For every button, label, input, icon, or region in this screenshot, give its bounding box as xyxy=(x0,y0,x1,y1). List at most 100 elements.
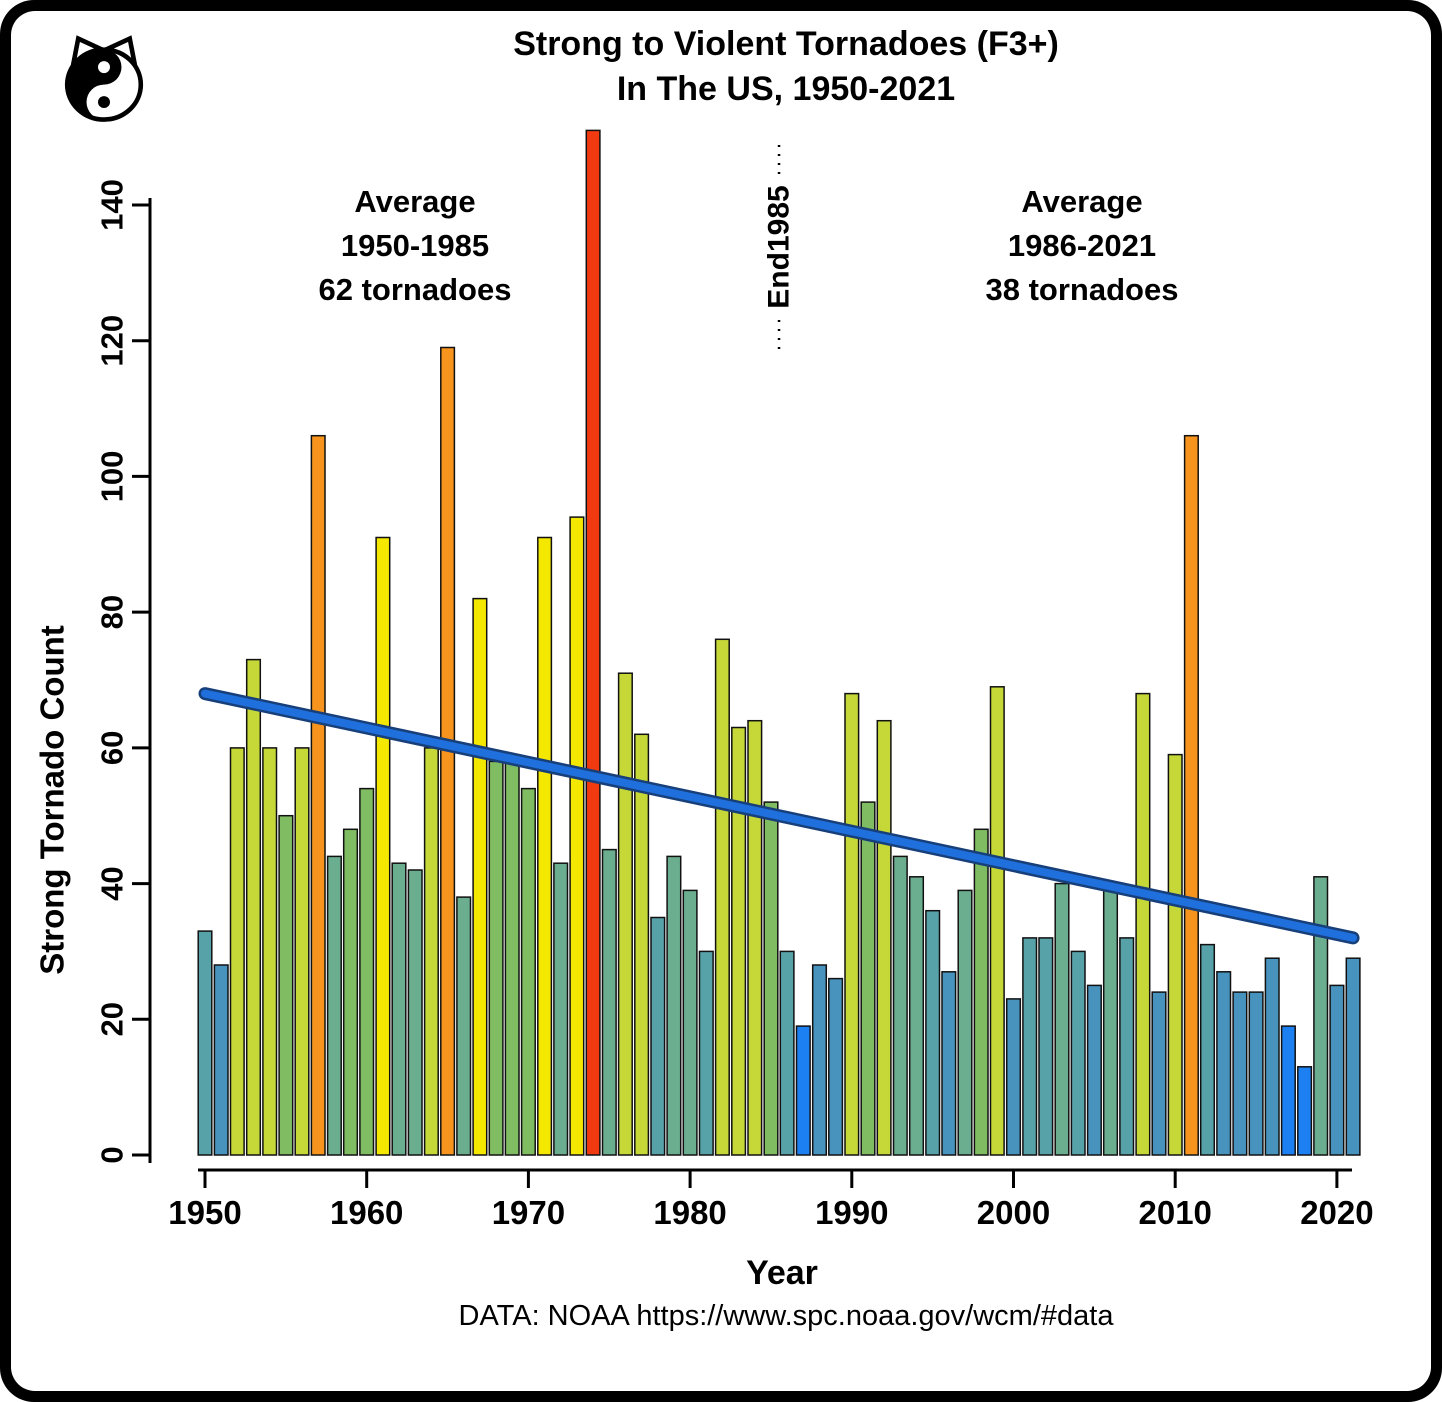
x-tick-2010: 2010 xyxy=(1138,1194,1211,1231)
bar-2004 xyxy=(1070,950,1086,1156)
bar-1997 xyxy=(957,889,973,1156)
y-axis-label: Strong Tornado Count xyxy=(34,625,71,974)
bar-1973 xyxy=(569,516,585,1156)
bar-1971 xyxy=(537,536,553,1156)
bar-1981 xyxy=(698,950,714,1156)
x-tick-2020: 2020 xyxy=(1300,1194,1373,1231)
page-title: Strong to Violent Tornadoes (F3+) In The… xyxy=(150,22,1422,112)
bar-2014 xyxy=(1232,991,1248,1156)
bar-1979 xyxy=(666,855,682,1156)
annotation-right-line1: Average xyxy=(1021,184,1143,219)
bar-1953 xyxy=(245,658,262,1156)
bar-1984 xyxy=(747,719,763,1156)
bar-1959 xyxy=(342,828,359,1156)
bar-1996 xyxy=(941,971,957,1156)
y-tick-140: 140 xyxy=(95,179,130,231)
data-source: DATA: NOAA https://www.spc.noaa.gov/wcm/… xyxy=(458,1300,1114,1332)
bar-1995 xyxy=(925,909,941,1156)
annotation-left-line1: Average xyxy=(354,184,476,219)
logo-icon xyxy=(58,32,150,128)
bar-1967 xyxy=(472,597,488,1156)
bar-2016 xyxy=(1264,957,1280,1156)
bar-1991 xyxy=(860,801,876,1156)
bar-1950 xyxy=(197,930,213,1156)
bar-2021 xyxy=(1345,957,1361,1156)
bar-1985 xyxy=(763,801,779,1156)
bar-1988 xyxy=(811,964,828,1156)
bar-2019 xyxy=(1313,876,1329,1156)
bar-1999 xyxy=(989,686,1005,1156)
axes-group: 0 20 40 60 80 100 120 140 1950 1960 1970 1980 1990 20… xyxy=(95,179,1374,1231)
x-tick-1990: 1990 xyxy=(815,1194,888,1231)
chart-title-line1: Strong to Violent Tornadoes (F3+) xyxy=(513,25,1059,63)
bar-1955 xyxy=(278,814,294,1156)
x-tick-1950: 1950 xyxy=(168,1194,241,1231)
bar-2013 xyxy=(1216,971,1232,1156)
x-tick-1960: 1960 xyxy=(330,1194,403,1231)
bar-1954 xyxy=(262,747,278,1156)
y-tick-20: 20 xyxy=(95,1002,130,1036)
y-tick-120: 120 xyxy=(95,315,130,367)
bar-2001 xyxy=(1022,937,1038,1156)
bar-2011 xyxy=(1183,434,1199,1156)
y-tick-60: 60 xyxy=(95,731,130,765)
bar-1951 xyxy=(213,964,229,1156)
x-tick-1970: 1970 xyxy=(492,1194,565,1231)
bar-1990 xyxy=(844,692,860,1156)
bar-1987 xyxy=(795,1025,811,1156)
bar-1980 xyxy=(682,889,698,1156)
bar-1975 xyxy=(601,848,617,1156)
trend-line-group xyxy=(198,687,1360,945)
bar-2009 xyxy=(1151,991,1167,1156)
bar-2005 xyxy=(1086,984,1102,1156)
annotation-left-line2: 1950-1985 xyxy=(340,228,490,264)
bar-1968 xyxy=(488,760,504,1156)
bar-1957 xyxy=(310,434,326,1156)
bar-2003 xyxy=(1054,882,1070,1156)
x-tick-2000: 2000 xyxy=(977,1194,1050,1231)
bar-1962 xyxy=(391,862,407,1156)
bar-1970 xyxy=(520,787,536,1156)
bar-1969 xyxy=(504,760,520,1156)
bar-1994 xyxy=(908,876,925,1156)
x-tick-1980: 1980 xyxy=(653,1194,726,1231)
trend-line xyxy=(201,689,1358,942)
bar-2002 xyxy=(1038,937,1054,1156)
bar-1978 xyxy=(650,916,666,1156)
bar-2020 xyxy=(1329,984,1345,1156)
y-tick-40: 40 xyxy=(95,866,130,900)
divider-label: End1985 xyxy=(763,185,796,308)
y-tick-0: 0 xyxy=(95,1146,130,1163)
bar-2010 xyxy=(1167,753,1183,1156)
bar-1956 xyxy=(294,747,310,1156)
bar-1998 xyxy=(973,828,989,1156)
bar-2007 xyxy=(1119,937,1135,1156)
bar-2006 xyxy=(1102,882,1119,1156)
y-tick-100: 100 xyxy=(95,451,130,503)
bar-1993 xyxy=(892,855,908,1156)
bar-1989 xyxy=(828,977,844,1156)
chart-title-line2: In The US, 1950-2021 xyxy=(616,69,956,108)
bar-1958 xyxy=(326,855,342,1156)
bar-1952 xyxy=(229,747,245,1156)
x-axis-label: Year xyxy=(746,1254,818,1292)
bar-1966 xyxy=(456,896,472,1156)
annotation-avg-1986-2021: Average 1986-2021 38 tornadoes xyxy=(912,180,1252,312)
annotation-right-line2: 1986-2021 xyxy=(1007,228,1157,264)
bar-1983 xyxy=(731,726,747,1156)
bar-1977 xyxy=(634,733,650,1156)
bar-1964 xyxy=(423,747,439,1156)
bar-2018 xyxy=(1297,1066,1313,1156)
bar-1960 xyxy=(359,787,375,1156)
bar-1961 xyxy=(375,536,391,1156)
bars-group xyxy=(197,129,1361,1156)
bar-1963 xyxy=(407,869,423,1156)
bar-2012 xyxy=(1199,943,1216,1156)
annotation-avg-1950-1985: Average 1950-1985 62 tornadoes xyxy=(245,180,585,312)
bar-1982 xyxy=(714,638,730,1156)
bar-1986 xyxy=(779,950,795,1156)
bar-1972 xyxy=(553,862,569,1156)
bar-1974 xyxy=(585,129,601,1156)
